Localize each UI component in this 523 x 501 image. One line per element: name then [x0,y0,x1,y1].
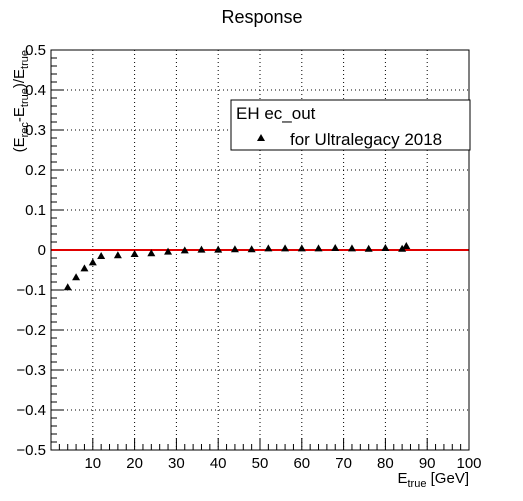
data-point [130,250,139,257]
x-tick-label: 90 [419,455,436,472]
x-tick-label: 40 [210,455,227,472]
y-tick-label: 0.4 [25,82,46,99]
data-point [281,244,290,252]
y-axis-title-part-1: (E [11,137,28,152]
x-axis-title-main: E [397,470,407,487]
y-tick-label: 0.3 [25,122,46,139]
y-axis-title-part-4: true [19,88,31,107]
x-tick-label: 20 [126,455,143,472]
data-point [214,245,223,253]
x-tick-label: 100 [456,455,481,472]
data-point [314,244,323,252]
data-point [164,247,173,255]
x-tick-label: 80 [377,455,394,472]
data-point [72,273,81,281]
x-tick-label: 70 [335,455,352,472]
data-point [264,244,273,252]
y-tick-label: −0.4 [16,402,46,419]
x-axis-title-unit: [GeV] [426,470,469,487]
y-tick-label: 0 [38,242,46,259]
tick-labels-layer: 10 20 30 40 50 60 70 80 90 100 −0.5 −0.4 −0.3 −0.2 −0.… [16,42,481,472]
data-point [113,251,122,259]
y-tick-label: 0.2 [25,162,46,179]
x-tick-label: 60 [293,455,310,472]
data-point [180,246,189,254]
legend-entry-label: for Ultralegacy 2018 [290,130,442,149]
x-tick-label: 30 [168,455,185,472]
data-point [347,244,356,252]
data-point [63,283,72,291]
y-axis-title: (Erec-Etrue)/Etrue [11,50,31,152]
legend-header: EH ec_out [236,104,316,123]
y-axis-title-part-2: rec [19,122,31,138]
legend-box [230,99,471,151]
data-point [230,245,239,253]
chart-title: Response [221,7,302,27]
x-axis-title: Etrue [GeV] [397,470,469,490]
data-point [381,244,390,251]
legend: EH ec_out for Ultralegacy 2018 [230,99,471,151]
x-tick-label: 10 [84,455,101,472]
data-point [97,252,106,259]
data-point [88,258,97,266]
y-tick-label: −0.2 [16,322,46,339]
data-point [398,244,407,252]
y-tick-label: −0.5 [16,442,46,459]
y-axis-title-part-3: -E [11,107,28,122]
data-point [297,244,306,252]
data-point [147,249,156,257]
x-axis-title-sub: true [408,478,427,490]
y-tick-label: 0.1 [25,202,46,219]
data-point [197,245,206,253]
data-point [402,242,411,249]
data-point [331,244,340,251]
y-tick-label: 0.5 [25,42,46,59]
data-point [364,244,373,252]
ticks-layer [51,49,470,451]
y-axis-title-part-6: true [19,50,31,69]
y-tick-label: −0.3 [16,362,46,379]
x-tick-label: 50 [252,455,269,472]
plot-frame [50,49,470,451]
y-axis-title-part-5: )/E [11,69,28,88]
data-point [247,245,256,253]
y-tick-label: −0.1 [16,282,46,299]
data-points-layer [63,242,411,291]
legend-marker-triangle [257,134,265,141]
data-point [80,264,89,272]
